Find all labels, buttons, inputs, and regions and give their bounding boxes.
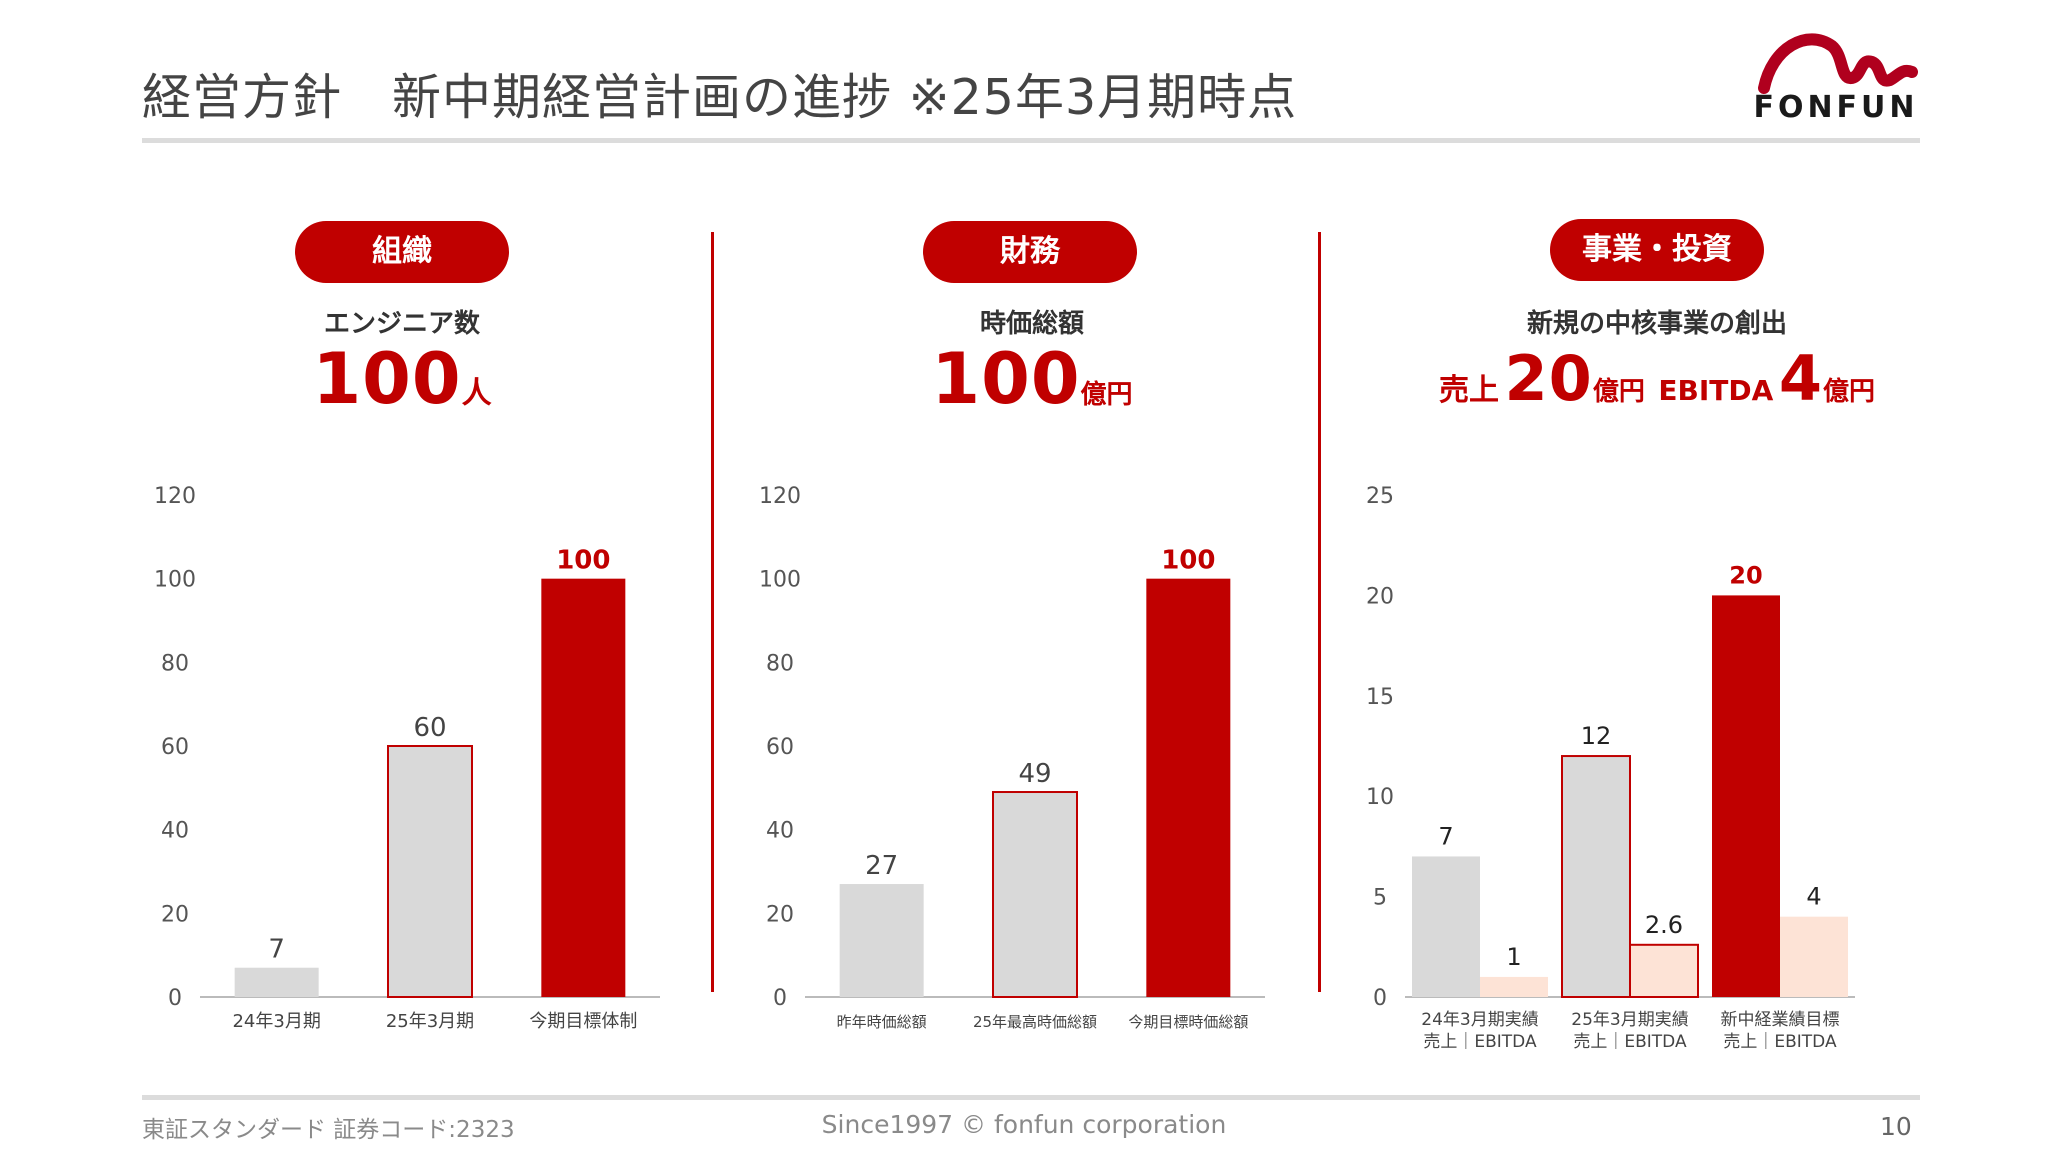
bar-ebitda (1629, 943, 1699, 998)
bar-ebitda (1780, 916, 1848, 997)
page-title: 経営方針 新中期経営計画の進捗 ※25年3月期時点 (142, 69, 1298, 126)
bar-ebitda (1480, 976, 1548, 997)
data-label: 100 (1161, 546, 1215, 576)
y-tick-label: 80 (161, 651, 189, 676)
business-pill: 事業・投資 (1550, 219, 1764, 281)
title-divider (142, 138, 1920, 143)
footer-stock-code: 東証スタンダード 証券コード:2323 (142, 1117, 515, 1143)
y-tick-label: 20 (1366, 584, 1394, 609)
bar-sales (1712, 595, 1780, 997)
y-tick-label: 0 (773, 986, 787, 1011)
finance-big-number: 100 (931, 338, 1081, 420)
bar (387, 745, 473, 998)
bar-sales (1561, 755, 1631, 999)
section-divider-left (711, 232, 714, 992)
y-tick-label: 0 (168, 986, 182, 1011)
new-business-chart: 05101520257124年3月期実績売上｜EBITDA122.625年3月期… (1366, 484, 1855, 1052)
footer-divider (142, 1095, 1920, 1100)
business-ebitda-unit: 億円 (1823, 377, 1876, 407)
x-tick-label: 新中経業績目標 (1721, 1010, 1840, 1030)
data-label: 20 (1729, 561, 1762, 589)
org-unit: 人 (461, 376, 492, 411)
market-cap-chart: 0 20 40 60 80 100 120 27 昨年時価総額 49 25年最高時価総額 100 今期目… (759, 484, 1265, 1031)
y-tick-label: 60 (766, 735, 794, 760)
y-tick-label: 25 (1366, 484, 1394, 509)
org-headline: 100人 (200, 338, 604, 420)
data-label: 60 (413, 713, 446, 743)
section-divider-right (1318, 232, 1321, 992)
finance-headline: 100億円 (830, 338, 1234, 420)
y-tick-label: 0 (1373, 986, 1387, 1011)
y-tick-label: 20 (766, 902, 794, 927)
finance-unit: 億円 (1080, 380, 1133, 410)
bar-sales (1412, 856, 1480, 997)
bar (541, 578, 626, 997)
page-number: 10 (1880, 1112, 1912, 1141)
data-label: 12 (1581, 722, 1612, 750)
x-tick-label: 今期目標体制 (529, 1011, 637, 1032)
y-tick-label: 40 (161, 819, 189, 844)
engineer-count-chart: 0 20 40 60 80 100 120 7 24年3月期 60 25年3月期 100 今期目標体制 (154, 484, 660, 1032)
x-tick-label: 24年3月期 (232, 1011, 320, 1032)
data-label: 49 (1018, 759, 1051, 789)
y-tick-label: 40 (766, 819, 794, 844)
x-tick-label: 今期目標時価総額 (1128, 1013, 1248, 1031)
business-sales-number: 20 (1504, 342, 1593, 415)
y-tick-label: 20 (161, 902, 189, 927)
business-ebitda-label: EBITDA (1658, 374, 1774, 407)
x-tick-sublabel: 売上｜EBITDA (1573, 1032, 1687, 1052)
x-tick-label: 24年3月期実績 (1421, 1010, 1538, 1030)
bar (839, 884, 924, 997)
x-tick-label: 25年3月期 (386, 1011, 474, 1032)
data-label: 7 (268, 935, 285, 965)
business-sales-label: 売上 (1438, 373, 1499, 408)
data-label: 2.6 (1645, 911, 1683, 939)
bar (234, 967, 319, 997)
data-label: 1 (1506, 943, 1521, 971)
y-tick-label: 80 (766, 651, 794, 676)
data-label: 27 (865, 851, 898, 881)
org-subtitle: エンジニア数 (323, 309, 480, 339)
y-tick-label: 5 (1373, 886, 1387, 911)
y-tick-label: 15 (1366, 685, 1394, 710)
y-tick-label: 100 (154, 568, 196, 593)
bar (1146, 578, 1231, 997)
business-headline: 売上 20億円 EBITDA 4億円 (1400, 342, 1914, 415)
x-tick-label: 昨年時価総額 (837, 1013, 927, 1031)
fonfun-logo (1758, 33, 1918, 94)
data-label: 4 (1806, 883, 1821, 911)
x-tick-sublabel: 売上｜EBITDA (1423, 1032, 1537, 1052)
finance-subtitle: 時価総額 (979, 309, 1084, 339)
org-pill: 組織 (295, 221, 509, 283)
business-subtitle: 新規の中核事業の創出 (1526, 309, 1787, 339)
y-tick-label: 100 (759, 568, 801, 593)
x-tick-sublabel: 売上｜EBITDA (1723, 1032, 1837, 1052)
y-tick-label: 120 (154, 484, 196, 509)
y-tick-label: 10 (1366, 785, 1394, 810)
bar (992, 791, 1078, 998)
x-tick-label: 25年最高時価総額 (973, 1013, 1097, 1031)
y-tick-label: 120 (759, 484, 801, 509)
y-tick-label: 60 (161, 735, 189, 760)
data-label: 7 (1438, 822, 1453, 850)
business-sales-unit: 億円 (1592, 377, 1645, 407)
x-tick-label: 25年3月期実績 (1571, 1010, 1688, 1030)
business-ebitda-number: 4 (1778, 342, 1824, 415)
finance-pill: 財務 (923, 221, 1137, 283)
footer-copyright: Since1997 © fonfun corporation (821, 1110, 1227, 1139)
data-label: 100 (556, 546, 610, 576)
org-big-number: 100 (312, 338, 462, 420)
logo-wordmark: FONFUN (1753, 90, 1919, 125)
